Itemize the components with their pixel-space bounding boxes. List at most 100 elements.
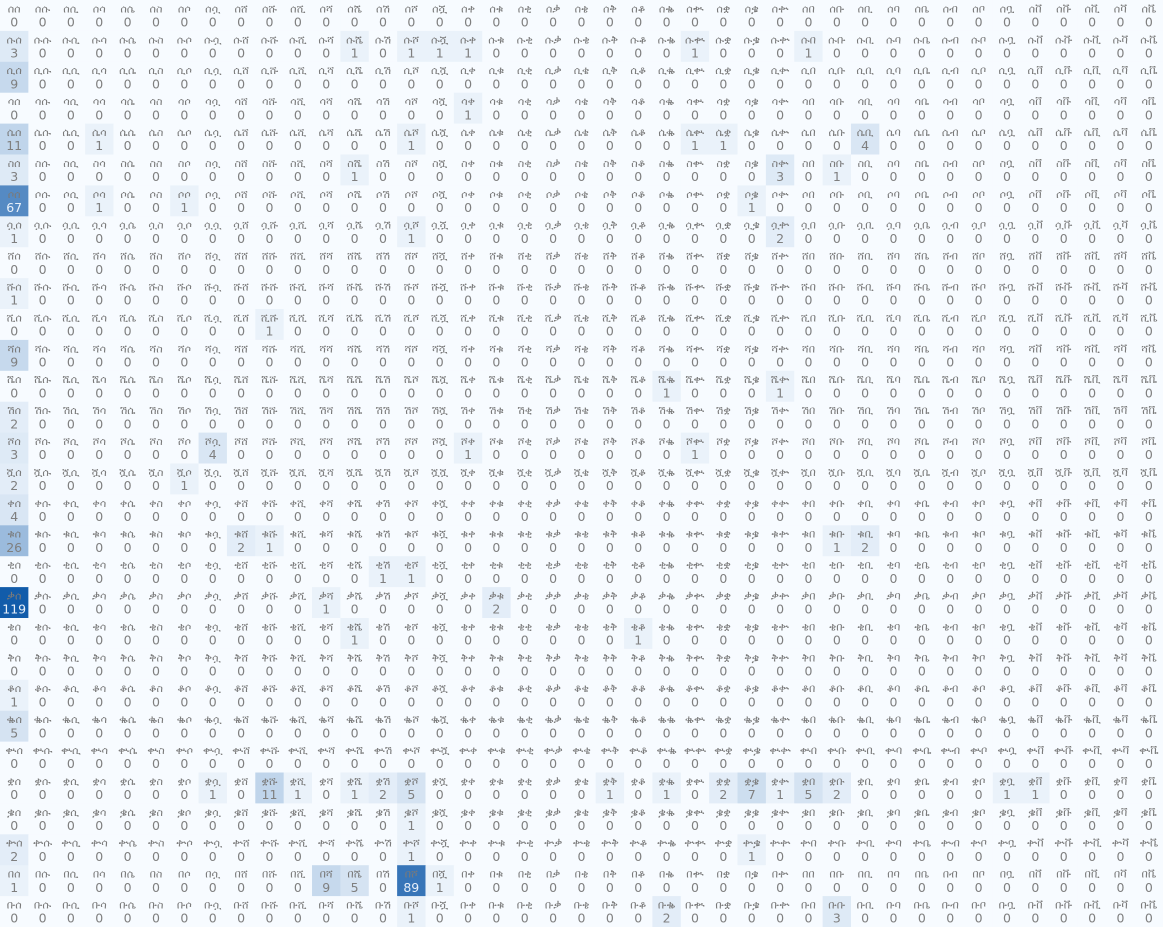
cell-glyph-label: ሻቊ	[686, 342, 704, 355]
heatmap-cell	[964, 92, 994, 125]
cell-glyph-label: ቀሹ	[261, 497, 277, 510]
cell-glyph-label: ሲሼ	[346, 64, 363, 77]
cell-glyph-label: ቄቈ	[658, 620, 674, 633]
cell-glyph-label: ቈበ	[801, 713, 816, 726]
cell-value-label: 0	[946, 756, 954, 771]
cell-value-label: 0	[776, 76, 784, 91]
cell-glyph-label: ቌቤ	[914, 806, 930, 819]
cell-value-label: 0	[152, 694, 160, 709]
cell-value-label: 0	[266, 478, 274, 493]
cell-glyph-label: ሺስ	[148, 311, 163, 324]
cell-value-label: 0	[67, 293, 75, 308]
cell-glyph-label: ቅቌ	[744, 651, 759, 664]
cell-glyph-label: ቆሶ	[177, 682, 191, 695]
cell-value-label: 0	[39, 540, 47, 555]
cell-value-label: 0	[39, 602, 47, 617]
heatmap-cell	[510, 0, 540, 32]
cell-glyph-label: ቂቪ	[1084, 559, 1100, 572]
heatmap-cell	[368, 185, 398, 217]
cell-value-label: 0	[67, 725, 75, 740]
cell-glyph-label: ቌሰ	[7, 806, 21, 819]
cell-value-label: 1	[180, 478, 188, 493]
heatmap-cell	[879, 278, 909, 310]
heatmap-cell	[879, 185, 909, 217]
cell-glyph-label: ቀሴ	[120, 497, 136, 510]
cell-value-label: 0	[663, 447, 671, 462]
cell-value-label: 0	[606, 385, 614, 400]
cell-glyph-label: ሱቍ	[770, 33, 790, 46]
cell-value-label: 0	[1003, 694, 1011, 709]
cell-value-label: 0	[861, 818, 869, 833]
cell-glyph-label: ሸሸ	[234, 250, 248, 263]
cell-value-label: 0	[322, 818, 330, 833]
cell-glyph-label: ሲሱ	[34, 64, 52, 77]
cell-value-label: 0	[67, 911, 75, 926]
cell-glyph-label: ሱሷ	[204, 33, 222, 46]
cell-glyph-label: ቅሴ	[120, 651, 136, 664]
cell-value-label: 0	[1003, 262, 1011, 277]
cell-glyph-label: ቄሷ	[205, 620, 221, 633]
cell-glyph-label: ሺሿ	[431, 311, 449, 324]
cell-value-label: 0	[67, 478, 75, 493]
cell-glyph-label: ሲሾ	[403, 64, 419, 77]
cell-glyph-label: ሲብ	[942, 64, 960, 77]
cell-value-label: 0	[1031, 76, 1039, 91]
cell-value-label: 0	[1088, 849, 1096, 864]
cell-value-label: 0	[95, 354, 103, 369]
cell-glyph-label: ቍቀ	[459, 837, 477, 850]
cell-glyph-label: ቁሿ	[432, 528, 448, 541]
cell-value-label: 0	[464, 509, 472, 524]
cell-glyph-label: ቅሺ	[290, 651, 306, 664]
cell-value-label: 0	[10, 663, 18, 678]
cell-value-label: 0	[833, 15, 841, 30]
cell-glyph-label: ቀሱ	[34, 497, 50, 510]
cell-value-label: 1	[464, 107, 472, 122]
cell-value-label: 0	[1031, 15, 1039, 30]
cell-glyph-label: ሲሺ	[289, 64, 307, 77]
cell-glyph-label: ሱሼ	[346, 33, 363, 46]
cell-glyph-label: ቂሺ	[290, 559, 306, 572]
cell-value-label: 67	[6, 200, 22, 215]
cell-glyph-label: ቂቅ	[603, 559, 617, 572]
cell-glyph-label: ቆሿ	[432, 682, 449, 695]
cell-value-label: 0	[492, 262, 500, 277]
cell-glyph-label: ሹሺ	[289, 280, 307, 293]
cell-glyph-label: ሺቃ	[545, 311, 562, 324]
cell-glyph-label: ሼቦ	[971, 373, 985, 386]
cell-glyph-label: ሶሻ	[320, 188, 333, 201]
cell-glyph-label: ቋቪ	[1084, 775, 1100, 788]
cell-value-label: 2	[10, 416, 18, 431]
cell-glyph-label: ቅሼ	[347, 651, 363, 664]
cell-value-label: 0	[39, 107, 47, 122]
cell-value-label: 0	[322, 478, 330, 493]
cell-value-label: 0	[549, 478, 557, 493]
cell-glyph-label: በቄ	[575, 868, 589, 881]
cell-glyph-label: ሿቃ	[545, 466, 562, 479]
cell-glyph-label: ሴቄ	[574, 126, 589, 139]
cell-glyph-label: ቆቢ	[857, 682, 874, 695]
cell-value-label: 0	[691, 633, 699, 648]
cell-glyph-label: ሸሶ	[178, 250, 191, 263]
cell-value-label: 0	[634, 571, 642, 586]
cell-glyph-label: ሹባ	[886, 280, 901, 293]
heatmap-cell	[765, 154, 795, 186]
heatmap-cell	[1021, 247, 1051, 279]
cell-glyph-label: ቌቫ	[1113, 806, 1128, 819]
cell-value-label: 0	[1145, 416, 1153, 431]
cell-value-label: 0	[776, 911, 784, 926]
cell-glyph-label: ቅሿ	[432, 651, 448, 664]
heatmap-cell	[992, 92, 1022, 125]
cell-glyph-label: ቡቄ	[574, 898, 590, 911]
cell-glyph-label: ሹሱ	[34, 280, 52, 293]
cell-glyph-label: ስቪ	[1084, 157, 1099, 170]
cell-glyph-label: ቌቬ	[1141, 806, 1158, 819]
cell-value-label: 0	[549, 880, 557, 895]
cell-value-label: 0	[294, 385, 302, 400]
cell-value-label: 0	[1145, 15, 1153, 30]
cell-value-label: 0	[1088, 663, 1096, 678]
cell-value-label: 0	[521, 293, 529, 308]
cell-value-label: 0	[209, 818, 217, 833]
cell-value-label: 0	[1031, 663, 1039, 678]
cell-glyph-label: በቂ	[518, 868, 532, 881]
cell-value-label: 0	[492, 725, 500, 740]
